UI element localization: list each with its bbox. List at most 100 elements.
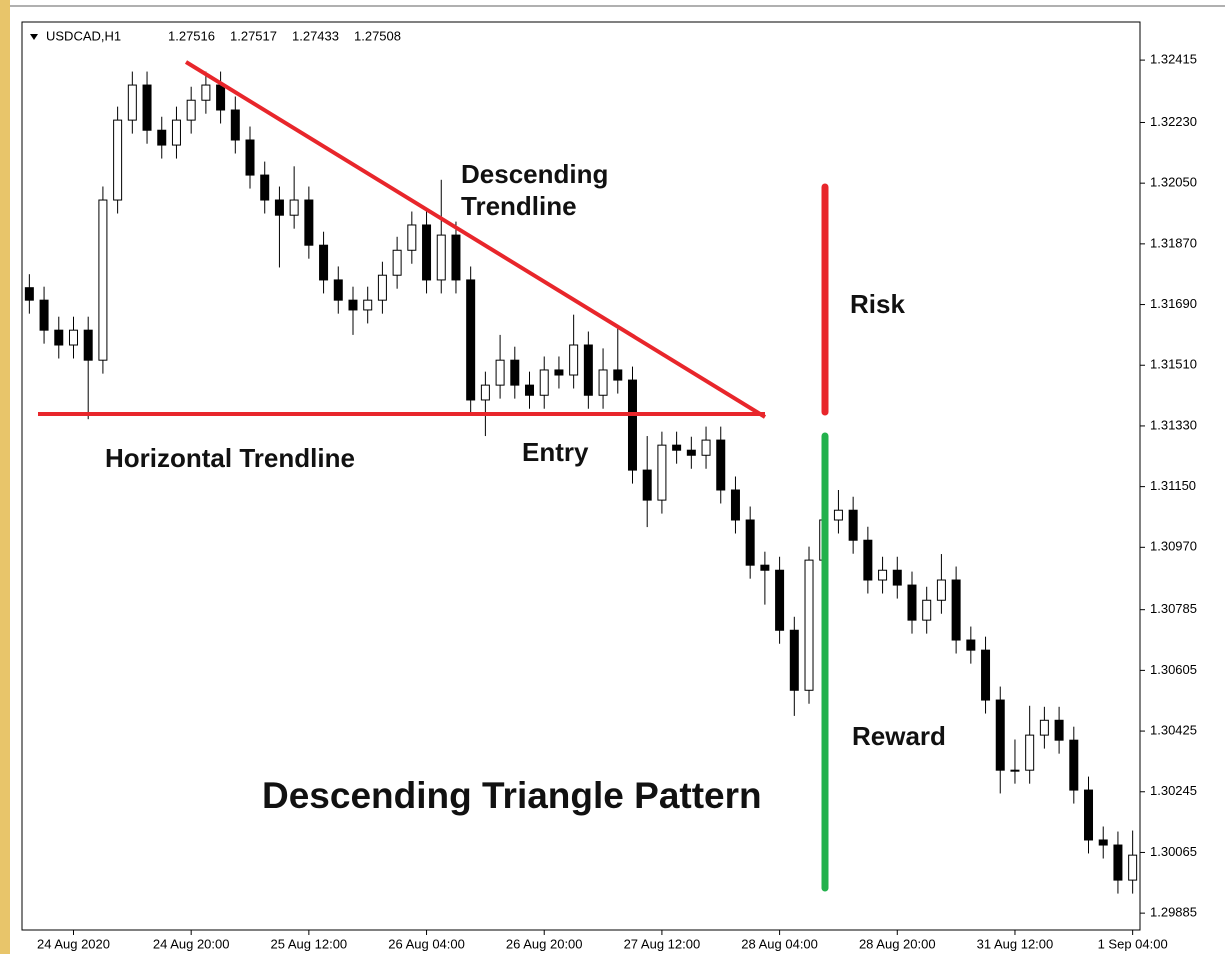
candle-body [686,449,696,456]
candle-body [569,344,579,376]
y-tick-label: 1.31870 [1150,235,1197,250]
y-tick-label: 1.32050 [1150,175,1197,190]
candle-body [245,139,255,176]
candle-body [583,344,593,396]
candle-body [407,224,417,251]
descending-trendline [184,60,767,419]
candle-body [775,569,785,631]
descending-trendline-label: Descending Trendline [461,159,609,221]
y-tick-label: 1.30785 [1150,601,1197,616]
candle-body [966,639,976,651]
x-tick-label: 26 Aug 20:00 [506,936,583,951]
y-tick-label: 1.31690 [1150,296,1197,311]
y-tick-label: 1.31150 [1150,478,1196,493]
y-tick-label: 1.31510 [1150,357,1197,372]
candle-body [907,584,917,621]
candle-body [892,569,902,586]
candle-body [39,299,49,331]
candle-body [274,199,284,216]
x-tick-label: 24 Aug 2020 [37,936,110,951]
candle-body [422,224,432,281]
quote-value: 1.27516 [168,28,215,43]
candle-body [863,539,873,581]
candle-body [936,579,946,601]
candle-body [730,489,740,521]
candle-body [24,287,34,301]
candle-body [922,599,932,621]
x-tick-label: 28 Aug 20:00 [859,936,936,951]
candle-body [760,564,770,571]
candle-body [981,649,991,701]
dropdown-icon [30,34,38,40]
y-tick-label: 1.30970 [1150,539,1197,554]
candle-body [157,129,167,146]
candle-body [451,234,461,281]
horizontal-trendline-label: Horizontal Trendline [105,443,355,473]
candle-body [68,329,78,346]
candle-body [657,444,667,501]
candle-body [436,234,446,281]
y-tick-label: 1.30605 [1150,662,1197,677]
entry-label: Entry [522,437,589,467]
candle-body [510,359,520,386]
candle-body [466,279,476,401]
candle-body [672,444,682,451]
candle-body [525,384,535,396]
candle-body [1069,739,1079,791]
candle-body [1054,719,1064,741]
candle-body [113,119,123,201]
reward-label: Reward [852,721,946,751]
candle-body [613,369,623,381]
candle-body [289,199,299,216]
candle-body [995,699,1005,771]
y-tick-label: 1.31330 [1150,417,1197,432]
candle-body [701,439,711,456]
candle-body [392,249,402,276]
x-tick-label: 26 Aug 04:00 [388,936,465,951]
candle-body [304,199,314,246]
candle-body [142,84,152,131]
candle-body [878,569,888,581]
x-tick-label: 31 Aug 12:00 [977,936,1054,951]
candle-body [216,84,226,111]
candle-body [495,359,505,386]
candle-body [333,279,343,301]
candle-body [554,369,564,376]
candle-body [1010,769,1020,772]
x-tick-label: 28 Aug 04:00 [741,936,818,951]
candle-body [642,469,652,501]
candle-body [171,119,181,146]
symbol: USDCAD,H1 [46,28,121,43]
candle-body [951,579,961,641]
y-tick-label: 1.30245 [1150,783,1197,798]
candles [24,71,1138,894]
candle-body [804,559,814,691]
pattern-title: Descending Triangle Pattern [262,775,762,816]
candle-body [716,439,726,491]
plot-frame [21,21,1141,931]
candle-body [745,519,755,566]
candle-body [83,329,93,361]
y-tick-label: 1.30425 [1150,723,1197,738]
candle-body [1084,789,1094,841]
candle-body [54,329,64,346]
candle-body [480,384,490,401]
y-tick-label: 1.29885 [1150,905,1197,920]
y-tick-label: 1.30065 [1150,844,1197,859]
left-border [0,0,10,954]
y-tick-label: 1.32230 [1150,114,1197,129]
candle-body [363,299,373,311]
candle-body [1128,854,1138,881]
candle-body [230,109,240,141]
candle-body [377,274,387,301]
x-tick-label: 1 Sep 04:00 [1098,936,1168,951]
candle-body [201,84,211,101]
y-tick-label: 1.32415 [1150,52,1197,67]
candle-body [1113,844,1123,881]
candle-body [627,379,637,471]
candle-body [186,99,196,121]
candle-body [833,509,843,521]
candle-body [260,174,270,201]
